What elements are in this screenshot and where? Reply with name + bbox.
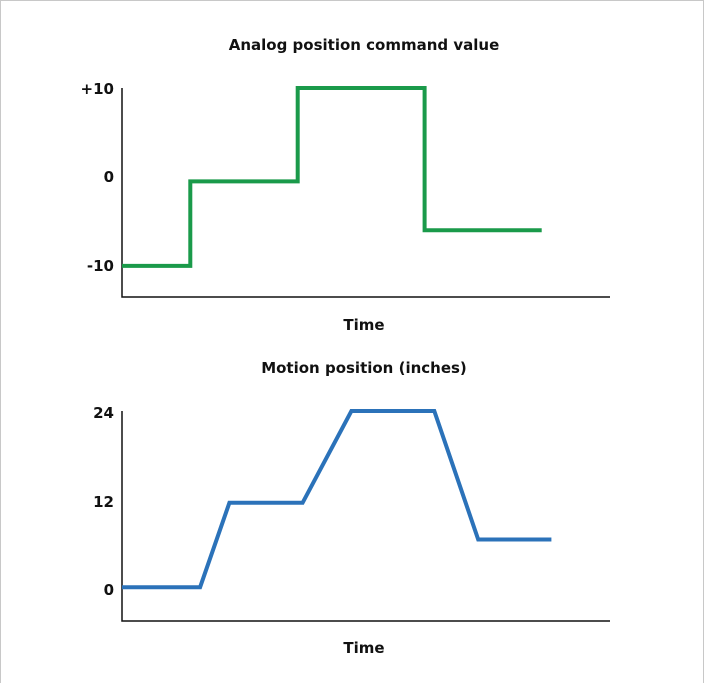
chart-1-ytick-1: 0 [104,168,114,186]
chart-1-ytick-2: -10 [87,257,114,275]
chart-analog-command: Analog position command value +10 0 -10 … [81,36,610,334]
chart-2-ytick-2: 0 [104,581,114,599]
chart-1-xlabel: Time [343,316,384,334]
chart-1-series-line [122,86,542,268]
chart-2-ytick-0: 24 [93,404,114,422]
chart-2-title: Motion position (inches) [261,359,467,377]
chart-motion-position: Motion position (inches) 24 12 0 Time [93,359,610,657]
chart-2-xlabel: Time [343,639,384,657]
chart-1-title: Analog position command value [229,36,500,54]
chart-1-ytick-0: +10 [81,80,114,98]
chart-2-ytick-1: 12 [93,493,114,511]
chart-2-axes [121,411,610,622]
chart-1-axes [121,88,610,298]
chart-2-series-line [122,409,552,590]
